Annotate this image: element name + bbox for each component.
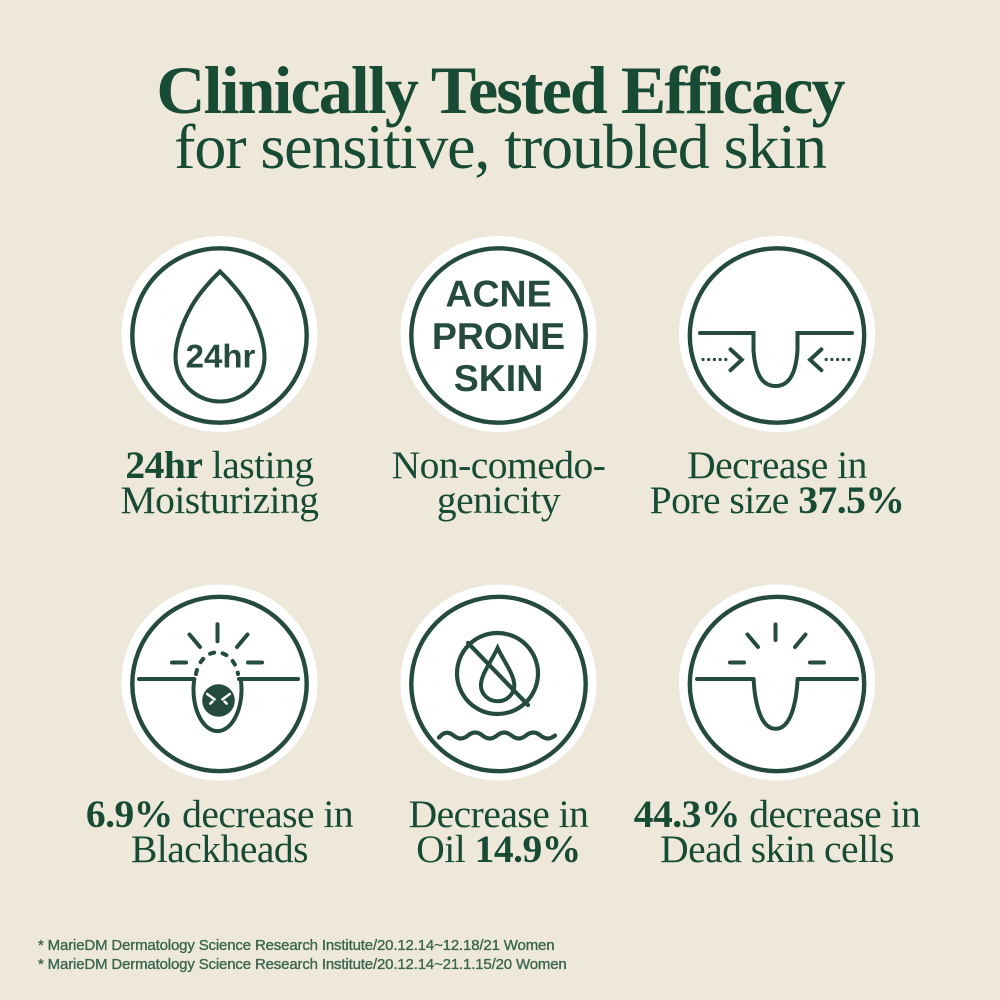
svg-text:24hr: 24hr (186, 338, 256, 375)
svg-text:ACNE: ACNE (445, 273, 551, 315)
svg-text:SKIN: SKIN (454, 357, 544, 399)
svg-text:PRONE: PRONE (432, 315, 565, 357)
